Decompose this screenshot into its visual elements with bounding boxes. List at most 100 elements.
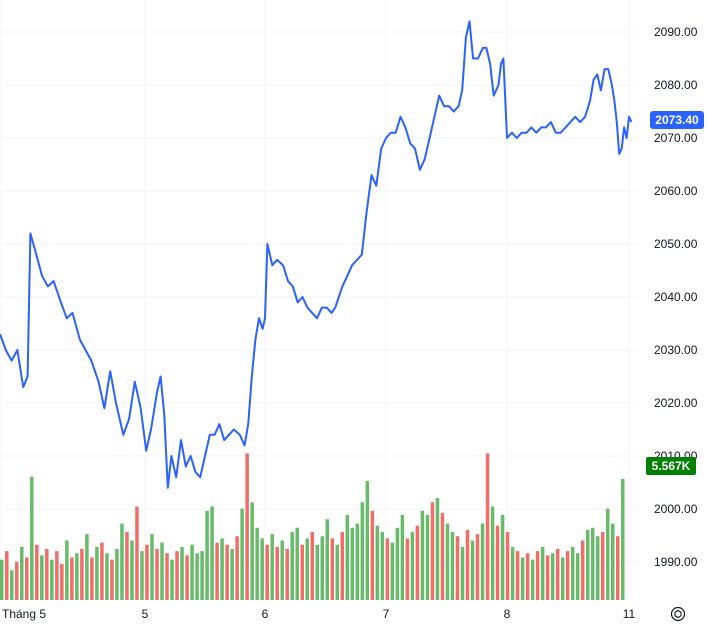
- volume-bar: [415, 525, 420, 601]
- volume-bar: [365, 481, 370, 600]
- volume-bar: [425, 515, 430, 600]
- volume-bar: [505, 532, 510, 600]
- volume-bar: [460, 546, 465, 601]
- volume-bar: [95, 546, 99, 601]
- volume-bar: [40, 555, 44, 601]
- volume-bar: [390, 542, 395, 601]
- volume-bar: [155, 549, 159, 600]
- volume-bar: [195, 553, 199, 600]
- y-tick-label: 2030.00: [654, 343, 698, 357]
- volume-bar: [210, 506, 214, 600]
- volume-bar: [530, 559, 535, 601]
- volume-bar: [190, 544, 194, 600]
- volume-bar: [570, 546, 575, 601]
- volume-bar: [180, 546, 184, 601]
- y-tick-label: 2090.00: [654, 25, 698, 39]
- volume-bar: [435, 498, 440, 600]
- volume-bar: [445, 523, 450, 600]
- volume-bar: [20, 546, 24, 601]
- volume-bar: [560, 557, 565, 600]
- gear-icon[interactable]: [670, 606, 686, 622]
- grid: [0, 0, 638, 600]
- volume-bar: [590, 527, 595, 600]
- volume-bar: [450, 532, 455, 600]
- volume-bar: [580, 540, 585, 600]
- volume-bar: [165, 553, 169, 600]
- volume-bar: [525, 553, 530, 600]
- volume-bar: [130, 540, 134, 600]
- volume-bar: [100, 542, 104, 601]
- volume-bar: [75, 553, 79, 600]
- volume-bar: [55, 551, 59, 600]
- volume-bar: [85, 534, 89, 601]
- y-tick-label: 1990.00: [654, 555, 698, 569]
- y-axis: 1990.002000.002010.002020.002030.002040.…: [654, 25, 698, 569]
- y-tick-label: 2080.00: [654, 78, 698, 92]
- volume-bar: [45, 549, 49, 600]
- volume-bar: [80, 549, 84, 600]
- volume-bar: [385, 538, 390, 601]
- volume-bar: [65, 540, 69, 600]
- volume-bar: [60, 563, 64, 601]
- volume-bar: [535, 551, 540, 600]
- volume-bar: [350, 527, 355, 600]
- y-tick-label: 2040.00: [654, 290, 698, 304]
- volume-bar: [490, 506, 495, 600]
- volume-bar: [30, 476, 34, 600]
- volume-bar: [120, 523, 124, 600]
- volume-bar: [90, 557, 94, 600]
- volume-bar: [340, 532, 345, 600]
- volume-bar: [170, 559, 174, 601]
- volume-bar: [160, 542, 164, 601]
- volume-bar: [515, 551, 520, 600]
- volume-bar: [50, 559, 54, 601]
- volume-bar: [245, 453, 249, 601]
- volume-bar: [440, 512, 445, 600]
- volume-bar: [260, 538, 264, 601]
- volume-bar: [250, 502, 254, 600]
- x-tick-label: Tháng 5: [2, 607, 46, 621]
- volume-bar: [500, 515, 505, 600]
- volume-bar: [215, 542, 219, 601]
- volume-bar: [510, 546, 515, 601]
- volume-bar: [225, 544, 229, 600]
- volume-bar: [420, 510, 425, 600]
- x-tick-label: 11: [623, 607, 636, 621]
- volume-bar: [110, 559, 114, 601]
- volume-bar: [255, 527, 259, 600]
- volume-bar: [430, 502, 435, 600]
- volume-bar: [465, 529, 470, 601]
- volume-bar: [330, 538, 335, 601]
- volume-bar: [105, 553, 109, 600]
- price-line-0: [0, 20, 633, 489]
- volume-bar: [25, 557, 29, 600]
- x-tick-label: 8: [504, 607, 511, 621]
- volume-bar: [320, 536, 325, 600]
- volume-bar: [305, 538, 309, 601]
- volume-bar: [545, 555, 550, 601]
- volume-bar: [325, 519, 330, 600]
- volume-bar: [375, 525, 380, 601]
- volume-bar: [70, 557, 74, 600]
- volume-bar: [315, 544, 320, 600]
- volume-bar: [220, 538, 224, 601]
- volume-bar: [470, 540, 475, 600]
- volume-bar: [600, 532, 605, 600]
- volume-bar: [295, 527, 299, 600]
- volume-bar: [610, 523, 615, 600]
- volume-bars: [0, 453, 625, 601]
- volume-bar: [125, 532, 129, 600]
- last-price-label: 2073.40: [655, 113, 699, 127]
- volume-bar: [540, 546, 545, 601]
- last-volume-label: 5.567K: [652, 459, 691, 473]
- volume-bar: [395, 527, 400, 600]
- volume-bar: [405, 538, 410, 601]
- volume-bar: [605, 508, 610, 601]
- last-price-badge-bg: [650, 111, 704, 129]
- volume-bar: [205, 510, 209, 600]
- volume-bar: [280, 540, 284, 600]
- y-tick-label: 2000.00: [654, 502, 698, 516]
- volume-bar: [455, 536, 460, 600]
- volume-bar: [270, 534, 274, 601]
